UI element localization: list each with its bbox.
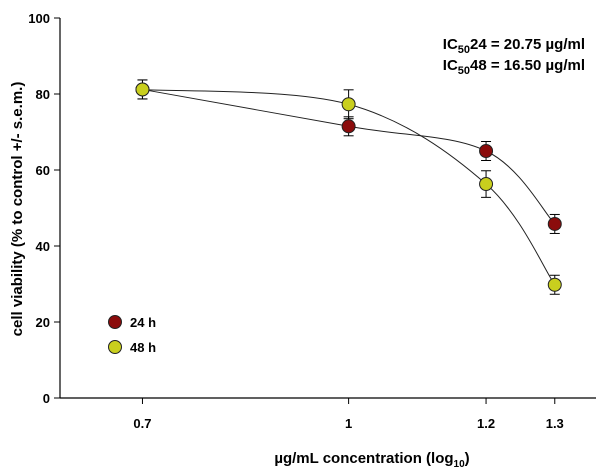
x-tick-label: 1	[345, 416, 352, 431]
legend-marker-24h	[108, 315, 122, 329]
y-tick-label: 20	[36, 315, 50, 330]
y-tick-label: 100	[28, 11, 50, 26]
y-tick-label: 40	[36, 239, 50, 254]
fit-curves	[142, 88, 556, 286]
ic50-48h-annotation: IC5048 = 16.50 µg/ml	[443, 57, 585, 77]
y-tick-label: 0	[43, 391, 50, 406]
x-tick-label: 0.7	[133, 416, 151, 431]
data-points	[135, 82, 562, 292]
error-bars	[137, 79, 560, 295]
ic50-24h-annotation: IC5024 = 20.75 µg/ml	[443, 36, 585, 56]
legend-label-48h: 48 h	[130, 340, 156, 355]
fit-curve-48h	[142, 88, 556, 286]
legend: 24 h 48 h	[108, 315, 156, 355]
y-tick-label: 80	[36, 87, 50, 102]
data-point-24h	[341, 119, 356, 134]
legend-marker-48h	[108, 340, 122, 354]
x-axis-title: µg/mL concentration (log10)	[274, 450, 469, 470]
fit-curve-24h	[142, 88, 556, 225]
data-point-48h	[479, 177, 494, 192]
x-axis-title-end: )	[465, 450, 470, 467]
data-point-48h	[341, 97, 356, 112]
y-axis-title: cell viability (% to control +/- s.e.m.)	[9, 82, 26, 337]
legend-label-24h: 24 h	[130, 315, 156, 330]
y-tick-label: 60	[36, 163, 50, 178]
x-axis-title-subscript: 10	[454, 459, 466, 470]
axes	[59, 18, 596, 399]
x-axis-title-main: µg/mL concentration (log	[274, 450, 453, 467]
data-point-48h	[135, 82, 150, 97]
x-tick-label: 1.2	[477, 416, 495, 431]
ticks: 0 20 40 60 80 100 0.7 1 1.2 1.3	[28, 11, 564, 431]
data-point-48h	[547, 277, 562, 292]
data-point-24h	[547, 216, 562, 231]
x-tick-label: 1.3	[546, 416, 564, 431]
data-point-24h	[479, 144, 494, 158]
